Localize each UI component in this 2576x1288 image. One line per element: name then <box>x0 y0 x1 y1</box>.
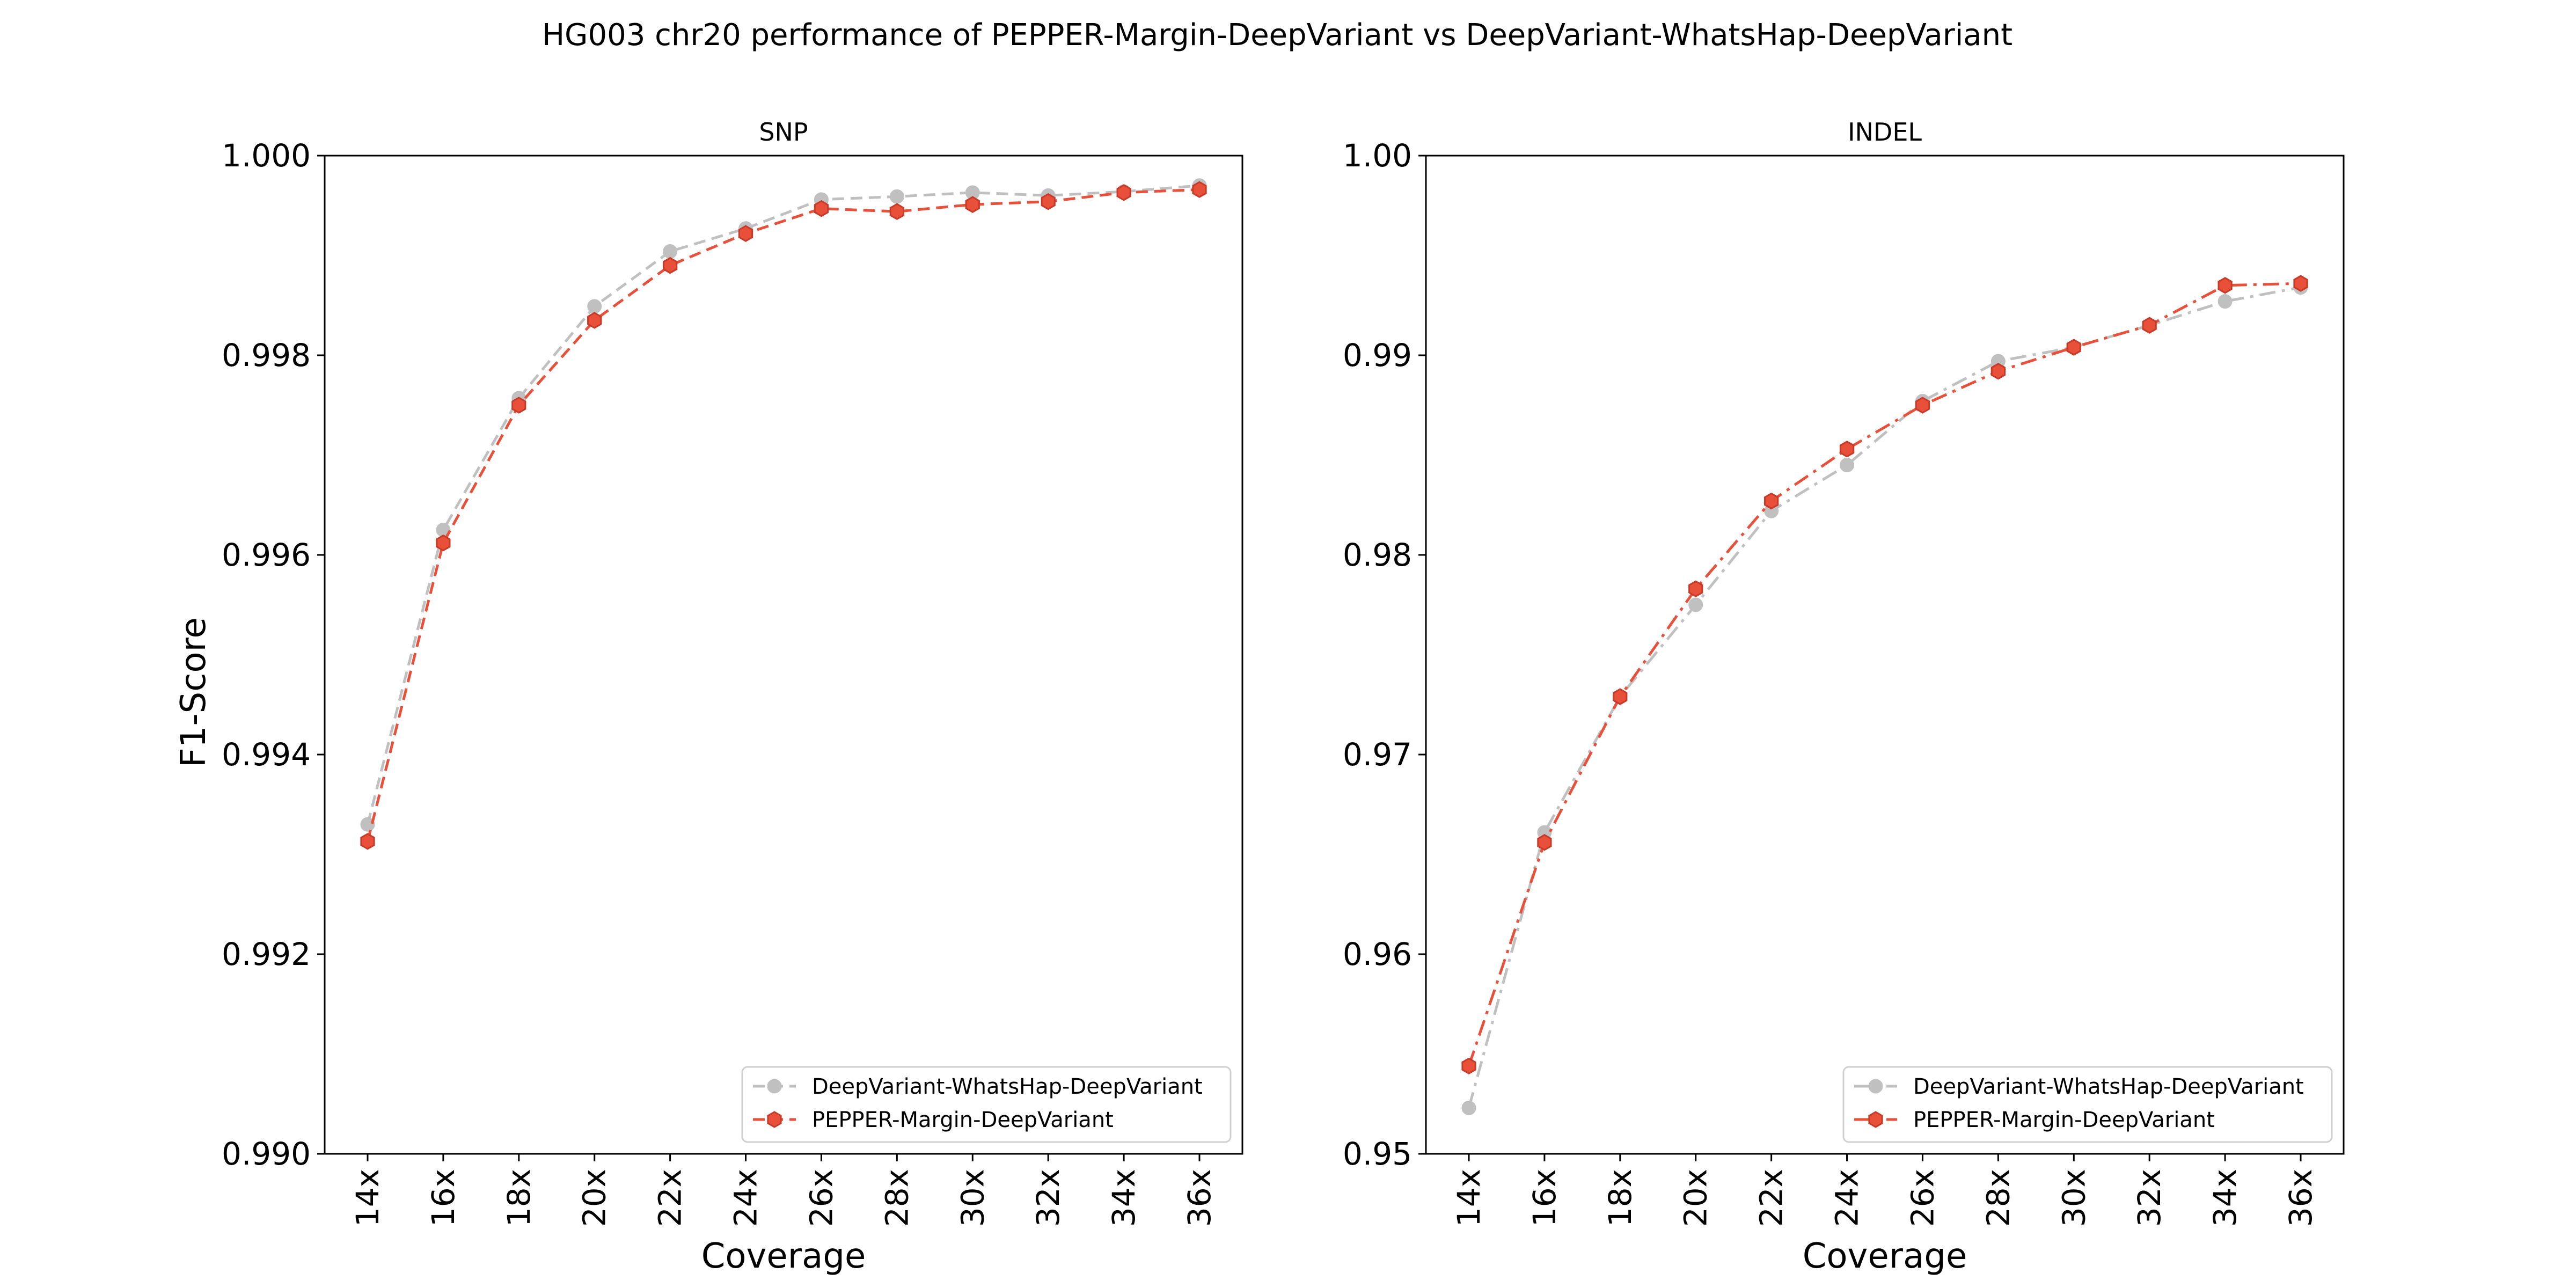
snp-legend-box <box>741 1066 1232 1143</box>
indel-y-tick-label: 0.95 <box>1343 1136 1412 1172</box>
snp-legend-label-deepvariant-whatshap-deepvariant: DeepVariant-WhatsHap-DeepVariant <box>812 1074 1203 1099</box>
snp-series-line-pepper-margin-deepvariant <box>366 188 1200 842</box>
indel-point-pepper-margin-deepvariant <box>1915 397 1930 414</box>
snp-point-deepvariant-whatshap-deepvariant <box>663 244 678 259</box>
indel-point-pepper-margin-deepvariant <box>1764 492 1779 510</box>
indel-x-tick-label: 36x <box>2282 1169 2319 1227</box>
indel-point-deepvariant-whatshap-deepvariant <box>1461 1100 1476 1115</box>
snp-x-tick-label: 26x <box>803 1169 839 1227</box>
indel-legend-marker-pepper-margin-deepvariant <box>1868 1111 1883 1128</box>
indel-x-axis-label: Coverage <box>1803 1236 1967 1276</box>
indel-x-tick-label: 20x <box>1678 1169 1714 1227</box>
snp-point-pepper-margin-deepvariant <box>1192 181 1207 198</box>
indel-x-tick-label: 34x <box>2207 1169 2243 1227</box>
indel-panel-title: INDEL <box>1848 118 1922 147</box>
snp-plot-area: 0.990 0.992 0.994 0.996 0.998 1.000 14x 16x 18x 2… <box>222 137 1218 1227</box>
indel-y-tick-label: 0.97 <box>1343 736 1412 773</box>
indel-y-tick-label: 1.00 <box>1343 137 1412 174</box>
snp-y-tick-label: 0.990 <box>222 1136 311 1172</box>
snp-point-pepper-margin-deepvariant <box>663 257 678 274</box>
snp-series-line-deepvariant-whatshap-deepvariant <box>366 184 1200 825</box>
indel-x-tick-label: 24x <box>1829 1169 1865 1227</box>
indel-point-pepper-margin-deepvariant <box>2293 275 2308 292</box>
indel-point-pepper-margin-deepvariant <box>2142 317 2157 334</box>
snp-x-tick-label: 32x <box>1030 1169 1066 1227</box>
snp-x-tick-label: 24x <box>728 1169 764 1227</box>
snp-y-tick-label: 1.000 <box>222 137 311 174</box>
snp-x-tick-label: 34x <box>1106 1169 1142 1227</box>
snp-point-pepper-margin-deepvariant <box>511 397 526 414</box>
snp-panel: SNP Coverage F1-Score 0.9900.9920.9940.9… <box>174 118 1243 1276</box>
indel-y-tick-label: 0.98 <box>1343 537 1412 573</box>
snp-x-axis-label: Coverage <box>701 1236 866 1276</box>
indel-point-pepper-margin-deepvariant <box>1839 441 1855 458</box>
snp-axes-frame <box>324 155 1243 1155</box>
snp-legend: DeepVariant-WhatsHap-DeepVariant PEPPER-M… <box>741 1066 1232 1143</box>
indel-x-tick-label: 22x <box>1753 1169 1790 1227</box>
indel-x-tick-label: 32x <box>2131 1169 2168 1227</box>
indel-x-tick-label: 18x <box>1602 1169 1638 1227</box>
snp-x-tick-label: 16x <box>425 1169 462 1227</box>
indel-point-pepper-margin-deepvariant <box>1688 580 1703 597</box>
indel-point-deepvariant-whatshap-deepvariant <box>2218 294 2233 309</box>
snp-x-tick-label: 20x <box>576 1169 613 1227</box>
indel-x-tick-label: 16x <box>1526 1169 1563 1227</box>
indel-point-pepper-margin-deepvariant <box>1613 688 1628 705</box>
snp-y-tick-label: 0.996 <box>222 537 311 573</box>
snp-x-tick-label: 36x <box>1181 1169 1218 1227</box>
indel-point-pepper-margin-deepvariant <box>2066 339 2081 356</box>
indel-legend-marker-deepvariant-whatshap-deepvariant <box>1868 1079 1883 1094</box>
snp-panel-title: SNP <box>759 118 808 147</box>
snp-y-tick-label: 0.998 <box>222 337 311 374</box>
indel-point-pepper-margin-deepvariant <box>2218 277 2233 294</box>
indel-point-pepper-margin-deepvariant <box>1537 833 1552 851</box>
snp-point-deepvariant-whatshap-deepvariant <box>360 817 375 832</box>
snp-x-tick-label: 18x <box>501 1169 537 1227</box>
snp-legend-label-pepper-margin-deepvariant: PEPPER-Margin-DeepVariant <box>812 1108 1114 1132</box>
indel-point-pepper-margin-deepvariant <box>1461 1057 1476 1075</box>
snp-x-tick-label: 28x <box>879 1169 915 1227</box>
indel-point-deepvariant-whatshap-deepvariant <box>1688 597 1703 612</box>
indel-y-tick-label: 0.99 <box>1343 337 1412 374</box>
indel-point-deepvariant-whatshap-deepvariant <box>1840 458 1855 473</box>
indel-legend-label-deepvariant-whatshap-deepvariant: DeepVariant-WhatsHap-DeepVariant <box>1913 1074 2304 1099</box>
snp-legend-marker-deepvariant-whatshap-deepvariant <box>767 1079 782 1094</box>
snp-point-pepper-margin-deepvariant <box>1041 193 1056 210</box>
indel-series-line-pepper-margin-deepvariant <box>1467 282 2301 1067</box>
snp-point-deepvariant-whatshap-deepvariant <box>889 189 904 204</box>
indel-panel: INDEL Coverage 0.95 0.96 0.97 0.98 0.99 1.00 1… <box>1343 118 2345 1276</box>
snp-y-tick-label: 0.992 <box>222 936 311 972</box>
snp-point-pepper-margin-deepvariant <box>436 534 451 552</box>
indel-x-tick-label: 14x <box>1451 1169 1487 1227</box>
snp-point-pepper-margin-deepvariant <box>587 312 602 329</box>
snp-x-tick-label: 22x <box>652 1169 689 1227</box>
indel-plot-area: 0.95 0.96 0.97 0.98 0.99 1.00 14x 16x 18x 20x 22x 2… <box>1343 137 2319 1227</box>
snp-y-axis-label: F1-Score <box>174 617 214 767</box>
snp-point-pepper-margin-deepvariant <box>889 203 904 220</box>
snp-point-pepper-margin-deepvariant <box>814 200 829 217</box>
indel-x-tick-label: 30x <box>2055 1169 2092 1227</box>
snp-x-tick-label: 14x <box>349 1169 386 1227</box>
snp-point-pepper-margin-deepvariant <box>1116 184 1131 201</box>
snp-point-pepper-margin-deepvariant <box>965 196 980 213</box>
snp-point-pepper-margin-deepvariant <box>738 225 753 242</box>
indel-legend-label-pepper-margin-deepvariant: PEPPER-Margin-DeepVariant <box>1913 1108 2215 1132</box>
snp-point-deepvariant-whatshap-deepvariant <box>587 299 602 314</box>
indel-legend: DeepVariant-WhatsHap-DeepVariant PEPPER-M… <box>1842 1066 2333 1143</box>
snp-legend-marker-pepper-margin-deepvariant <box>767 1111 782 1128</box>
figure-title: HG003 chr20 performance of PEPPER-Margin… <box>542 18 2012 53</box>
indel-x-tick-label: 26x <box>1904 1169 1941 1227</box>
snp-point-pepper-margin-deepvariant <box>360 833 375 850</box>
snp-x-tick-label: 30x <box>954 1169 991 1227</box>
indel-x-tick-label: 28x <box>1980 1169 2016 1227</box>
indel-point-pepper-margin-deepvariant <box>1990 363 2006 380</box>
indel-y-tick-label: 0.96 <box>1343 936 1412 972</box>
indel-legend-box <box>1842 1066 2333 1143</box>
indel-series-line-deepvariant-whatshap-deepvariant <box>1467 286 2301 1109</box>
indel-axes-frame <box>1425 155 2345 1155</box>
snp-y-tick-label: 0.994 <box>222 736 311 773</box>
